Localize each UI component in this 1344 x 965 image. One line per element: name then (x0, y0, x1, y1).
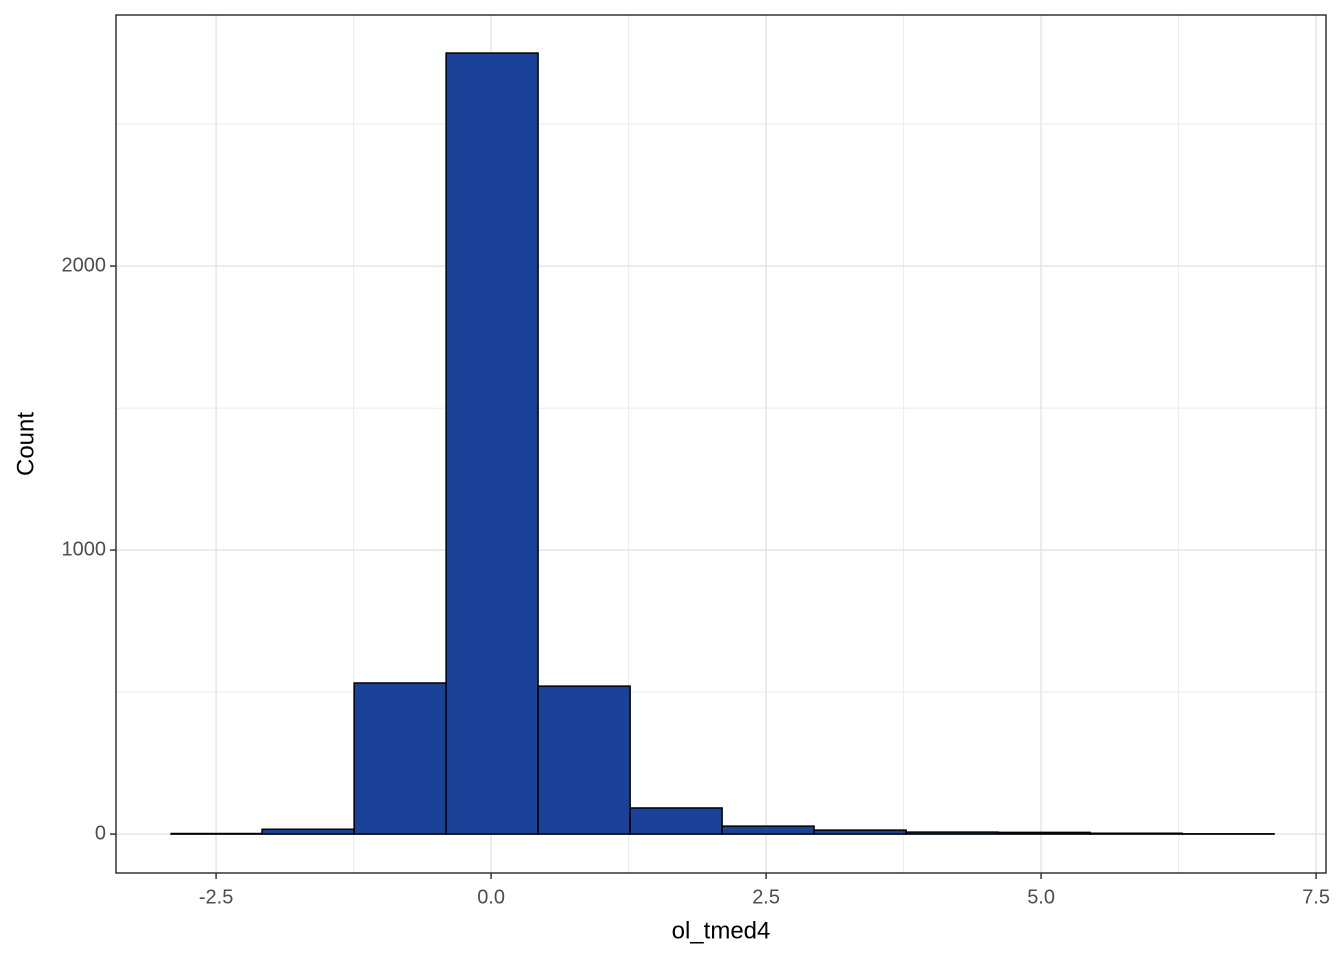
bar (1090, 833, 1182, 834)
bar (906, 832, 998, 834)
y-tick-label: 0 (95, 822, 106, 844)
bar (171, 834, 262, 835)
bar (814, 830, 906, 834)
y-axis-title: Count (12, 412, 39, 476)
x-tick-label: 2.5 (752, 886, 780, 908)
x-axis-title: ol_tmed4 (672, 917, 771, 944)
y-tick-label: 2000 (62, 254, 107, 276)
y-tick-label: 1000 (62, 538, 107, 560)
bar (630, 808, 722, 834)
x-tick-label: 5.0 (1027, 886, 1055, 908)
x-tick-label: 0.0 (477, 886, 505, 908)
plot-background (116, 15, 1326, 873)
bar (262, 829, 354, 834)
x-tick-label: 7.5 (1302, 886, 1330, 908)
bar (998, 832, 1090, 834)
bar (446, 53, 538, 834)
bar (538, 686, 630, 834)
bar (722, 826, 814, 834)
bar (354, 683, 446, 834)
x-tick-label: -2.5 (199, 886, 233, 908)
